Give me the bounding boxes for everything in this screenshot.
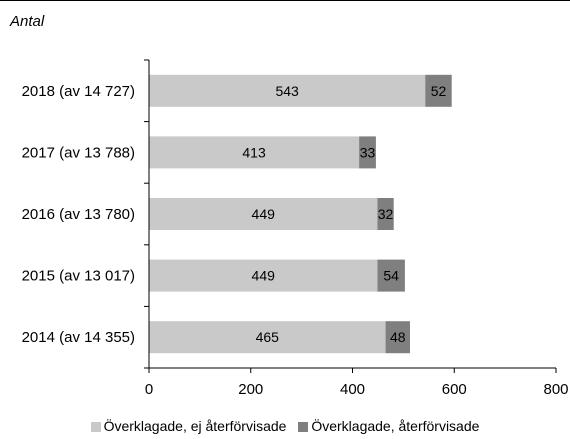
data-label: 48: [390, 329, 406, 345]
x-tick-label: 0: [145, 381, 153, 398]
data-label: 32: [378, 206, 394, 222]
data-label: 449: [252, 206, 276, 222]
x-tick-label: 400: [340, 381, 365, 398]
x-tick-label: 800: [543, 381, 568, 398]
legend: Överklagade, ej återförvisade Överklagad…: [0, 418, 570, 434]
data-label: 52: [431, 83, 447, 99]
stacked-bar-chart: 2018 (av 14 727) 543 52 2017 (av 13 788) 413…: [0, 0, 570, 410]
data-label: 465: [256, 329, 280, 345]
x-tick-label: 200: [238, 381, 263, 398]
data-label: 54: [383, 268, 399, 284]
legend-item-series-2: Överklagade, återförvisade: [298, 418, 479, 434]
category-label: 2014 (av 14 355): [22, 329, 135, 346]
data-label: 543: [275, 83, 299, 99]
category-label: 2016 (av 13 780): [22, 206, 135, 223]
data-label: 413: [242, 144, 266, 160]
category-label: 2015 (av 13 017): [22, 268, 135, 285]
x-tick-label: 600: [442, 381, 467, 398]
legend-swatch-series-2: [298, 422, 308, 432]
legend-label-series-2: Överklagade, återförvisade: [311, 418, 479, 434]
legend-item-series-1: Överklagade, ej återförvisade: [91, 418, 287, 434]
legend-swatch-series-1: [91, 422, 101, 432]
data-label: 33: [360, 144, 376, 160]
category-label: 2018 (av 14 727): [22, 83, 135, 100]
data-label: 449: [252, 268, 276, 284]
category-label: 2017 (av 13 788): [22, 144, 135, 161]
legend-label-series-1: Överklagade, ej återförvisade: [104, 418, 287, 434]
